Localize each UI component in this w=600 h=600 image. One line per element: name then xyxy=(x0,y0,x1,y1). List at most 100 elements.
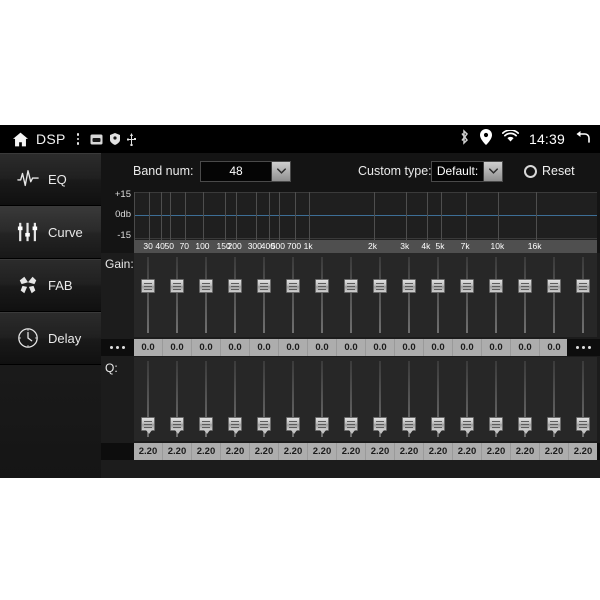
eq-plot-area[interactable] xyxy=(134,192,597,240)
q-value-cell[interactable]: 2.20 xyxy=(279,443,308,460)
gain-value-cell[interactable]: 0.0 xyxy=(279,339,308,356)
sidebar-item-eq[interactable]: EQ xyxy=(0,153,101,206)
q-value-cell[interactable]: 2.20 xyxy=(308,443,337,460)
chevron-down-icon[interactable] xyxy=(483,161,502,181)
slider-thumb[interactable] xyxy=(228,279,243,293)
gain-value-cell[interactable]: 0.0 xyxy=(424,339,453,356)
gain-slider[interactable] xyxy=(430,257,445,333)
gain-slider[interactable] xyxy=(286,257,301,333)
q-value-cell[interactable]: 2.20 xyxy=(540,443,569,460)
back-arrow-icon[interactable] xyxy=(575,130,590,149)
q-slider[interactable] xyxy=(488,361,503,437)
q-value-cell[interactable]: 2.20 xyxy=(511,443,540,460)
gain-more-right-button[interactable] xyxy=(567,339,600,356)
slider-thumb[interactable] xyxy=(257,417,272,434)
sidebar-item-delay[interactable]: Delay xyxy=(0,312,101,365)
q-value-cell[interactable]: 2.20 xyxy=(221,443,250,460)
gain-value-cell[interactable]: 0.0 xyxy=(540,339,569,356)
slider-thumb[interactable] xyxy=(459,279,474,293)
gain-slider[interactable] xyxy=(372,257,387,333)
slider-thumb[interactable] xyxy=(199,279,214,293)
q-slider[interactable] xyxy=(141,361,156,437)
slider-thumb[interactable] xyxy=(170,417,185,434)
slider-thumb[interactable] xyxy=(286,417,301,434)
slider-thumb[interactable] xyxy=(430,279,445,293)
gain-slider[interactable] xyxy=(575,257,590,333)
slider-thumb[interactable] xyxy=(228,417,243,434)
slider-thumb[interactable] xyxy=(401,417,416,434)
slider-thumb[interactable] xyxy=(170,279,185,293)
q-slider[interactable] xyxy=(575,361,590,437)
q-value-cell[interactable]: 2.20 xyxy=(482,443,511,460)
gain-value-cell[interactable]: 0.0 xyxy=(221,339,250,356)
slider-thumb[interactable] xyxy=(141,279,156,293)
q-slider[interactable] xyxy=(170,361,185,437)
q-value-cell[interactable]: 2.20 xyxy=(366,443,395,460)
overflow-menu-icon[interactable] xyxy=(73,132,84,147)
slider-thumb[interactable] xyxy=(372,417,387,434)
gain-value-cell[interactable]: 0.0 xyxy=(482,339,511,356)
gain-value-cell[interactable]: 0.0 xyxy=(366,339,395,356)
gain-value-cell[interactable]: 0.0 xyxy=(250,339,279,356)
slider-thumb[interactable] xyxy=(141,417,156,434)
gain-value-cell[interactable]: 0.0 xyxy=(337,339,366,356)
gain-slider[interactable] xyxy=(517,257,532,333)
gain-slider[interactable] xyxy=(228,257,243,333)
q-slider[interactable] xyxy=(430,361,445,437)
gain-slider[interactable] xyxy=(488,257,503,333)
slider-thumb[interactable] xyxy=(372,279,387,293)
gain-slider[interactable] xyxy=(401,257,416,333)
q-value-cell[interactable]: 2.20 xyxy=(192,443,221,460)
q-slider[interactable] xyxy=(459,361,474,437)
q-value-cell[interactable]: 2.20 xyxy=(250,443,279,460)
gain-slider[interactable] xyxy=(199,257,214,333)
slider-thumb[interactable] xyxy=(517,279,532,293)
q-slider[interactable] xyxy=(546,361,561,437)
q-slider[interactable] xyxy=(199,361,214,437)
gain-value-cell[interactable]: 0.0 xyxy=(453,339,482,356)
gain-value-cell[interactable]: 0.0 xyxy=(511,339,540,356)
q-value-cell[interactable]: 2.20 xyxy=(424,443,453,460)
slider-thumb[interactable] xyxy=(517,417,532,434)
gain-value-cell[interactable]: 0.0 xyxy=(395,339,424,356)
slider-thumb[interactable] xyxy=(401,279,416,293)
reset-button[interactable]: Reset xyxy=(524,164,575,178)
q-slider[interactable] xyxy=(286,361,301,437)
gain-slider[interactable] xyxy=(344,257,359,333)
q-value-cell[interactable]: 2.20 xyxy=(337,443,366,460)
gain-value-cell[interactable]: 0.0 xyxy=(134,339,163,356)
slider-thumb[interactable] xyxy=(575,417,590,434)
slider-thumb[interactable] xyxy=(546,417,561,434)
sidebar-item-fab[interactable]: FAB xyxy=(0,259,101,312)
q-value-cell[interactable]: 2.20 xyxy=(573,446,593,457)
slider-thumb[interactable] xyxy=(546,279,561,293)
q-slider[interactable] xyxy=(228,361,243,437)
chevron-down-icon[interactable] xyxy=(271,161,290,181)
slider-thumb[interactable] xyxy=(199,417,214,434)
gain-slider[interactable] xyxy=(257,257,272,333)
slider-thumb[interactable] xyxy=(286,279,301,293)
slider-thumb[interactable] xyxy=(344,279,359,293)
q-slider[interactable] xyxy=(401,361,416,437)
q-slider[interactable] xyxy=(517,361,532,437)
gain-value-cell[interactable]: 0.0 xyxy=(192,339,221,356)
gain-value-cell[interactable]: 0.0 xyxy=(308,339,337,356)
gain-slider[interactable] xyxy=(546,257,561,333)
gain-more-left-button[interactable] xyxy=(101,339,134,356)
sidebar-item-curve[interactable]: Curve xyxy=(0,206,101,259)
home-icon[interactable] xyxy=(12,132,29,147)
q-slider[interactable] xyxy=(315,361,330,437)
q-value-cell[interactable]: 2.20 xyxy=(134,443,163,460)
gain-slider[interactable] xyxy=(141,257,156,333)
band-num-select[interactable]: 48 xyxy=(200,160,291,182)
slider-thumb[interactable] xyxy=(315,279,330,293)
gain-slider[interactable] xyxy=(459,257,474,333)
slider-thumb[interactable] xyxy=(430,417,445,434)
slider-thumb[interactable] xyxy=(459,417,474,434)
slider-thumb[interactable] xyxy=(344,417,359,434)
slider-thumb[interactable] xyxy=(315,417,330,434)
slider-thumb[interactable] xyxy=(575,279,590,293)
slider-thumb[interactable] xyxy=(488,417,503,434)
gain-slider[interactable] xyxy=(170,257,185,333)
slider-thumb[interactable] xyxy=(257,279,272,293)
